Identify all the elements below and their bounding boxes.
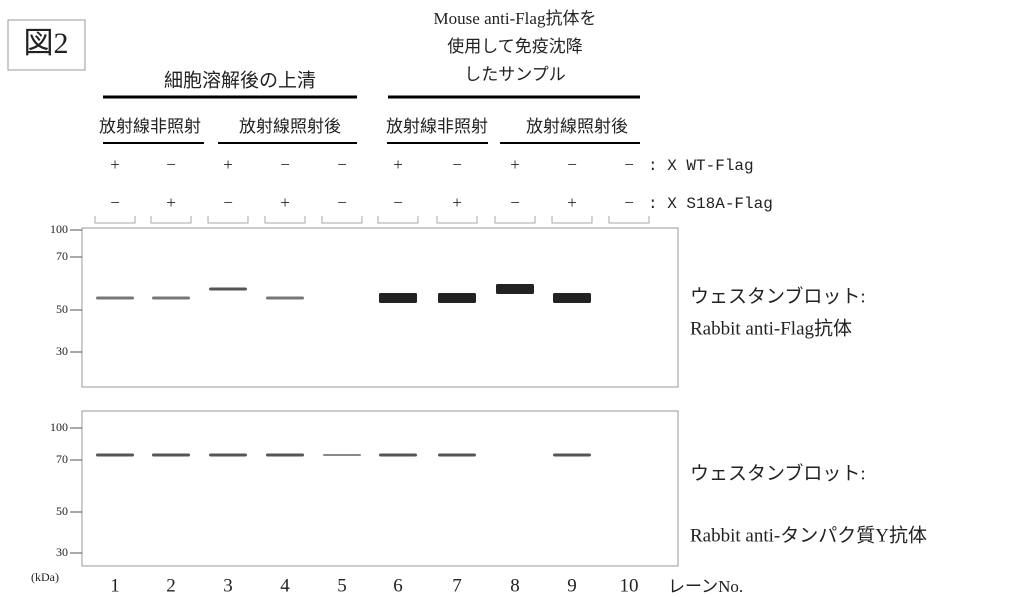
band — [96, 454, 134, 457]
sign: − — [452, 155, 462, 174]
band — [96, 297, 134, 300]
supernatant-label: 細胞溶解後の上清 — [164, 69, 316, 91]
band — [152, 297, 190, 300]
marker-label: 70 — [56, 249, 68, 263]
lane-number: 2 — [166, 575, 176, 596]
blot-caption: ウェスタンブロット: — [690, 284, 866, 307]
sign: + — [452, 193, 462, 212]
blot — [82, 228, 678, 387]
condition-label: 放射線非照射 — [99, 117, 201, 136]
band — [266, 297, 304, 300]
lane-number: 9 — [567, 575, 577, 596]
band — [553, 454, 591, 457]
row-label: : X S18A-Flag — [648, 195, 773, 213]
band — [152, 454, 190, 457]
lane-bracket — [151, 216, 191, 223]
sign: − — [280, 155, 290, 174]
sign: − — [223, 193, 233, 212]
band — [323, 454, 361, 456]
blot-caption: ウェスタンブロット: — [690, 461, 866, 484]
lane-number: 6 — [393, 575, 403, 596]
sign: + — [567, 193, 577, 212]
sign: − — [510, 193, 520, 212]
condition-label: 放射線照射後 — [526, 117, 628, 136]
ip-label: したサンプル — [464, 65, 566, 84]
lane-bracket — [437, 216, 477, 223]
figure: 図2 細胞溶解後の上清 Mouse anti-Flag抗体を 使用して免疫沈降 … — [0, 0, 1016, 597]
marker-label: 70 — [56, 452, 68, 466]
lane-bracket — [322, 216, 362, 223]
sign: − — [337, 155, 347, 174]
blot — [82, 411, 678, 566]
marker-label: 50 — [56, 302, 68, 316]
lane-number: 3 — [223, 575, 233, 596]
band — [209, 454, 247, 457]
band — [438, 454, 476, 457]
lane-bracket — [208, 216, 248, 223]
sign: + — [110, 155, 120, 174]
sign: − — [166, 155, 176, 174]
lane-number: 5 — [337, 575, 347, 596]
band — [438, 293, 476, 303]
lane-bracket — [265, 216, 305, 223]
lane-number: 8 — [510, 575, 520, 596]
marker-label: 30 — [56, 545, 68, 559]
sign: − — [567, 155, 577, 174]
ip-label: Mouse anti-Flag抗体を — [434, 9, 597, 28]
sign: − — [337, 193, 347, 212]
sign: + — [510, 155, 520, 174]
sign: + — [223, 155, 233, 174]
lane-number: 4 — [280, 575, 290, 596]
band — [266, 454, 304, 457]
band — [496, 284, 534, 294]
band — [379, 293, 417, 303]
band — [209, 288, 247, 291]
marker-label: 100 — [50, 222, 68, 236]
marker-label: 30 — [56, 344, 68, 358]
sign: + — [166, 193, 176, 212]
blot-caption: Rabbit anti-タンパク質Y抗体 — [690, 524, 927, 546]
blot-caption: Rabbit anti-Flag抗体 — [690, 317, 852, 339]
sign: − — [110, 193, 120, 212]
lane-number: 7 — [452, 575, 462, 596]
lane-bracket — [378, 216, 418, 223]
sign: + — [280, 193, 290, 212]
lane-bracket — [552, 216, 592, 223]
band — [553, 293, 591, 303]
lane-bracket — [495, 216, 535, 223]
condition-label: 放射線非照射 — [386, 117, 488, 136]
marker-label: 100 — [50, 420, 68, 434]
lane-label: レーンNo. — [668, 577, 743, 596]
lane-number: 10 — [620, 575, 639, 596]
marker-label: 50 — [56, 504, 68, 518]
lane-number: 1 — [110, 575, 120, 596]
band — [379, 454, 417, 457]
sign: − — [624, 193, 634, 212]
sign: + — [393, 155, 403, 174]
condition-label: 放射線照射後 — [239, 117, 341, 136]
ip-label: 使用して免疫沈降 — [447, 36, 583, 56]
lane-bracket — [609, 216, 649, 223]
kda-label: (kDa) — [31, 570, 59, 584]
sign: − — [393, 193, 403, 212]
figure-label: 図2 — [24, 27, 69, 60]
sign: − — [624, 155, 634, 174]
row-label: : X WT-Flag — [648, 157, 754, 175]
lane-bracket — [95, 216, 135, 223]
